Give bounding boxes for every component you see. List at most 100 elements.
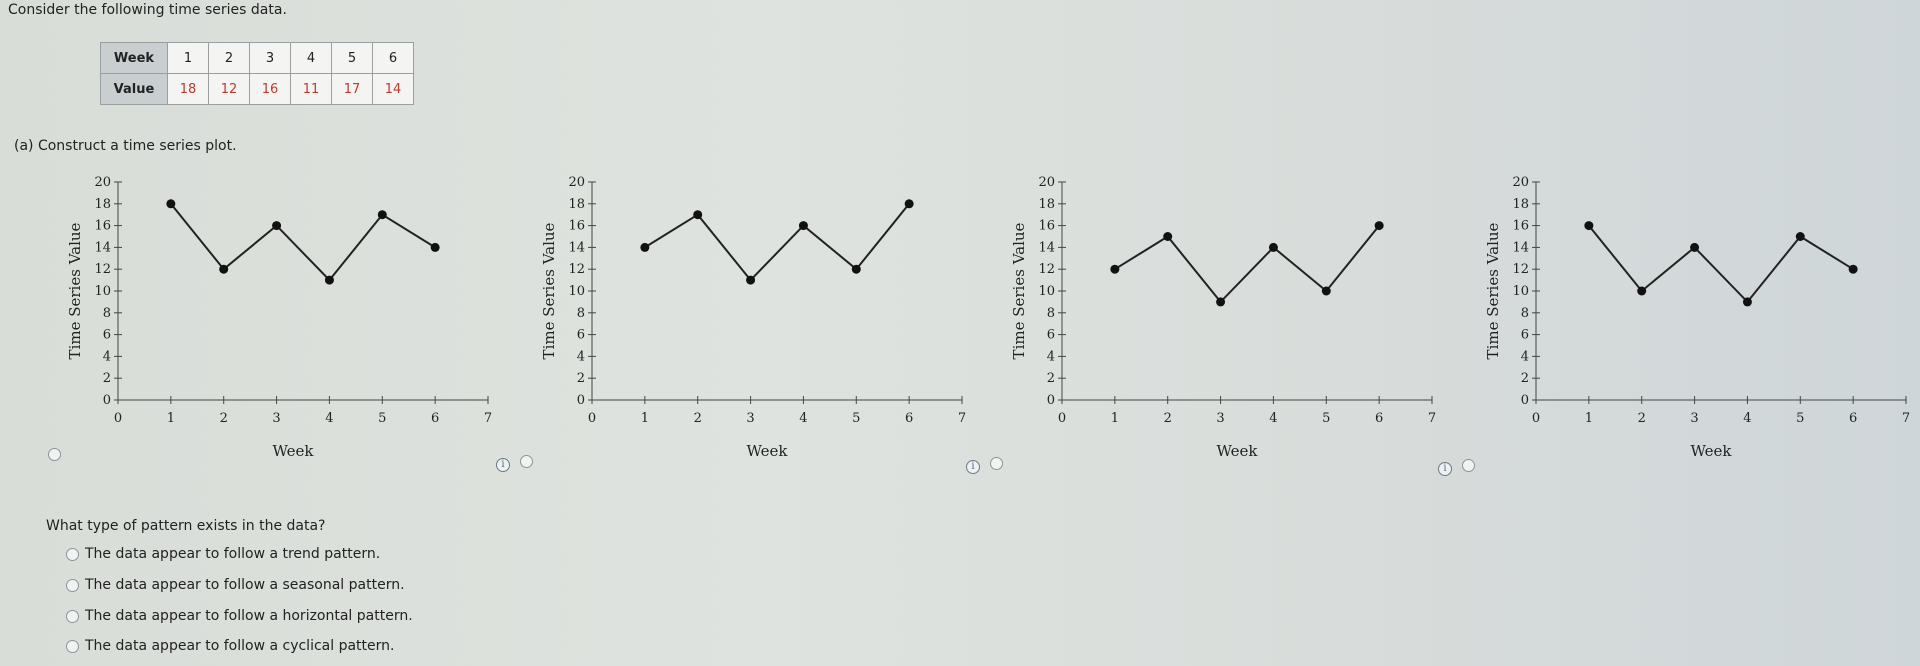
x-tick-label: 6 (1375, 411, 1383, 426)
y-axis-label: Time Series Value (66, 222, 84, 359)
series-line (644, 203, 910, 282)
data-point (640, 242, 650, 252)
y-tick-label: 0 (577, 393, 585, 408)
y-tick-label: 0 (103, 393, 111, 408)
x-tick-label: 2 (220, 411, 228, 426)
y-tick-label: 6 (1047, 328, 1055, 343)
answer-seasonal-radio[interactable] (66, 578, 79, 592)
series-line (1114, 224, 1380, 304)
data-point (693, 210, 703, 220)
chart-option-4: 0 2 4 6 8 10 12 14 16 18 20 0 1 2 3 4 5 6 7 Week Time Series… (1478, 168, 1920, 473)
y-tick-label: 4 (1047, 349, 1055, 364)
x-tick-label: 4 (325, 411, 333, 426)
answer-seasonal[interactable]: The data appear to follow a seasonal pat… (66, 577, 405, 593)
y-tick-label: 4 (103, 349, 111, 364)
series-line (170, 203, 436, 282)
x-tick-label: 3 (746, 411, 754, 426)
x-axis-label: Week (1690, 442, 1732, 460)
chart-option-1-radio[interactable] (48, 448, 61, 461)
data-table: Week 1 2 3 4 5 6 Value 18 12 16 11 17 14 (100, 42, 414, 105)
y-tick-label: 16 (94, 219, 111, 234)
data-point (746, 275, 756, 285)
answer-trend-label: The data appear to follow a trend patter… (85, 546, 381, 562)
answer-trend[interactable]: The data appear to follow a trend patter… (66, 546, 380, 562)
y-tick-label: 10 (568, 284, 585, 299)
answer-trend-radio[interactable] (66, 547, 79, 561)
info-icon[interactable]: i (966, 460, 980, 474)
x-tick-label: 4 (799, 411, 807, 426)
y-tick-label: 2 (577, 371, 585, 386)
y-tick-label: 12 (1512, 262, 1529, 277)
y-tick-label: 20 (94, 175, 111, 190)
x-tick-label: 7 (1428, 411, 1436, 426)
value-cell: 12 (208, 73, 250, 105)
week-cell: 2 (208, 42, 250, 74)
week-cell: 5 (331, 42, 373, 74)
series-line (1588, 224, 1854, 304)
x-tick-label: 6 (431, 411, 439, 426)
data-point (1848, 264, 1858, 274)
data-point (1795, 232, 1805, 241)
x-axis-label: Week (272, 442, 314, 460)
answer-cyclical[interactable]: The data appear to follow a cyclical pat… (66, 638, 394, 654)
y-tick-label: 0 (1047, 393, 1055, 408)
data-point (377, 210, 387, 220)
part-a-prompt: (a) Construct a time series plot. (14, 138, 237, 154)
x-tick-label: 5 (1322, 411, 1330, 426)
x-axis-label: Week (1216, 442, 1258, 460)
x-tick-label: 5 (852, 411, 860, 426)
y-tick-label: 8 (1047, 306, 1055, 321)
y-tick-label: 14 (94, 240, 111, 255)
y-tick-label: 20 (568, 175, 585, 190)
y-tick-label: 2 (103, 371, 111, 386)
x-tick-label: 4 (1743, 411, 1751, 426)
y-tick-label: 8 (103, 306, 111, 321)
answer-cyclical-radio[interactable] (66, 639, 79, 653)
info-icon[interactable]: i (1438, 462, 1452, 476)
y-tick-label: 16 (1038, 219, 1055, 234)
intro-text: Consider the following time series data. (8, 2, 287, 18)
x-tick-label: 0 (588, 411, 596, 426)
data-point (1374, 221, 1384, 231)
week-cell: 6 (372, 42, 414, 74)
y-tick-label: 4 (577, 349, 585, 364)
y-tick-label: 10 (1512, 284, 1529, 299)
answer-horizontal-radio[interactable] (66, 609, 79, 623)
answer-horizontal-label: The data appear to follow a horizontal p… (85, 608, 413, 624)
y-tick-label: 12 (1038, 262, 1055, 277)
chart-option-2-radio[interactable] (520, 455, 533, 468)
data-point (272, 221, 282, 231)
y-axis-label: Time Series Value (1010, 222, 1028, 359)
y-tick-label: 18 (568, 197, 585, 212)
y-tick-label: 20 (1038, 175, 1055, 190)
chart-option-4-radio[interactable] (1462, 459, 1475, 472)
week-cell: 3 (249, 42, 291, 74)
y-tick-label: 10 (94, 284, 111, 299)
x-tick-label: 0 (114, 411, 122, 426)
chart-option-1: 0 2 4 6 8 10 12 14 16 18 20 0 1 2 3 4 5 6 7 Week Time Series… (60, 168, 530, 473)
data-point (1321, 286, 1331, 296)
week-cell: 4 (290, 42, 332, 74)
y-tick-label: 14 (1512, 240, 1529, 255)
data-point (904, 199, 914, 209)
x-tick-label: 1 (1585, 411, 1593, 426)
data-point (1163, 232, 1173, 241)
row-header-week: Week (100, 42, 168, 74)
info-icon[interactable]: i (496, 458, 510, 472)
x-tick-label: 5 (378, 411, 386, 426)
x-tick-label: 1 (167, 411, 175, 426)
y-tick-label: 18 (94, 197, 111, 212)
y-tick-label: 6 (1521, 328, 1529, 343)
value-cell: 14 (372, 73, 414, 105)
data-point (1690, 242, 1700, 252)
x-tick-label: 5 (1796, 411, 1804, 426)
chart-option-3-radio[interactable] (990, 457, 1003, 470)
data-point (430, 242, 440, 252)
y-tick-label: 14 (1038, 240, 1055, 255)
answer-horizontal[interactable]: The data appear to follow a horizontal p… (66, 608, 413, 624)
y-tick-label: 12 (94, 262, 111, 277)
